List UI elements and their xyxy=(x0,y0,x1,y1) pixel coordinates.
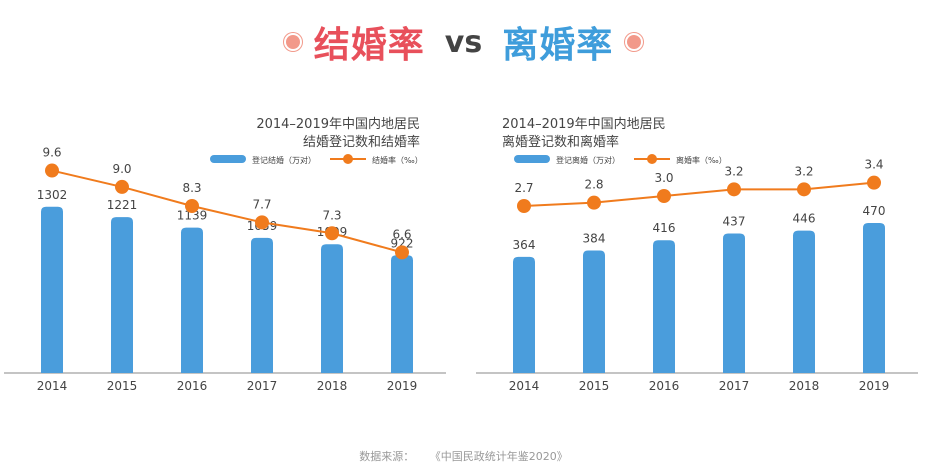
bar-2017 xyxy=(251,237,273,373)
chart-title-line1: 2014–2019年中国内地居民 xyxy=(256,116,420,132)
rate-label-2014: 2.7 xyxy=(514,181,533,195)
rate-label-2015: 2.8 xyxy=(584,178,603,192)
legend-bar-label: 登记离婚（万对） xyxy=(556,155,620,165)
x-tick-2015: 2015 xyxy=(579,379,610,393)
x-tick-2019: 2019 xyxy=(387,379,418,393)
legend-bar-swatch xyxy=(514,155,550,163)
x-tick-2016: 2016 xyxy=(177,379,208,393)
bar-label-2014: 364 xyxy=(513,238,536,252)
chart-title-line2: 离婚登记数和离婚率 xyxy=(502,134,619,150)
x-tick-2017: 2017 xyxy=(247,379,278,393)
rate-label-2015: 9.0 xyxy=(112,162,131,176)
data-source: 数据来源： 《中国民政统计年鉴2020》 xyxy=(0,448,927,464)
legend-line-label: 离婚率（‰） xyxy=(676,155,727,165)
rate-label-2016: 8.3 xyxy=(182,181,201,195)
x-tick-2014: 2014 xyxy=(37,379,68,393)
rate-point-2017 xyxy=(255,215,269,230)
bar-label-2018: 446 xyxy=(793,212,816,226)
rate-point-2016 xyxy=(657,189,671,203)
rate-label-2019: 6.6 xyxy=(392,227,411,241)
bar-label-2014: 1302 xyxy=(37,188,68,202)
x-tick-2016: 2016 xyxy=(649,379,680,393)
rate-label-2014: 9.6 xyxy=(42,146,61,160)
bar-label-2016: 416 xyxy=(653,221,676,235)
rate-label-2016: 3.0 xyxy=(654,171,673,185)
rate-point-2018 xyxy=(797,182,811,197)
rate-point-2014 xyxy=(517,199,531,213)
title-vs: vs xyxy=(444,24,483,60)
bar-2017 xyxy=(723,233,745,373)
rate-point-2018 xyxy=(325,226,339,241)
bar-label-2017: 437 xyxy=(723,215,746,229)
bar-2015 xyxy=(111,217,133,373)
rate-point-2017 xyxy=(727,182,741,197)
rate-line xyxy=(51,169,403,254)
legend-line-marker xyxy=(343,154,353,164)
rate-line xyxy=(523,181,875,207)
x-tick-2017: 2017 xyxy=(719,379,750,393)
right-dot-icon xyxy=(627,35,642,49)
legend-bar-label: 登记结婚（万对） xyxy=(252,155,316,165)
rate-point-2015 xyxy=(587,195,601,210)
source-value: 《中国民政统计年鉴2020》 xyxy=(429,450,568,463)
legend-bar-swatch xyxy=(210,155,246,163)
bar-2018 xyxy=(793,230,815,373)
rate-point-2015 xyxy=(115,179,129,194)
source-label: 数据来源： xyxy=(359,450,415,463)
charts-area: 2014–2019年中国内地居民结婚登记数和结婚率登记结婚（万对） 结婚率（‰） 1… xyxy=(0,96,927,416)
legend-line-marker xyxy=(647,154,657,164)
page-title: 结婚率 vs 离婚率 xyxy=(0,14,927,70)
rate-label-2018: 7.3 xyxy=(322,208,341,222)
x-tick-2015: 2015 xyxy=(107,379,138,393)
bar-label-2016: 1139 xyxy=(177,209,208,223)
legend-line-label: 结婚率（‰） xyxy=(372,155,423,165)
bar-2019 xyxy=(863,223,885,373)
bar-label-2019: 922 xyxy=(391,236,414,250)
title-divorce-rate: 离婚率 xyxy=(502,25,614,66)
bar-2014 xyxy=(513,256,535,373)
bar-2016 xyxy=(653,240,675,373)
bar-2015 xyxy=(583,250,605,373)
left-dot-icon xyxy=(285,35,300,49)
rate-label-2017: 7.7 xyxy=(252,197,271,211)
bar-2014 xyxy=(41,206,63,373)
bar-label-2015: 384 xyxy=(583,231,606,245)
bar-label-2019: 470 xyxy=(863,204,886,218)
x-tick-2019: 2019 xyxy=(859,379,890,393)
rate-point-2019 xyxy=(867,175,881,190)
rate-label-2019: 3.4 xyxy=(864,158,883,172)
bar-2019 xyxy=(391,255,413,373)
chart-title-line2: 结婚登记数和结婚率 xyxy=(303,134,420,150)
rate-label-2018: 3.2 xyxy=(794,164,813,178)
rate-point-2014 xyxy=(45,163,59,178)
rate-point-2019 xyxy=(395,245,409,260)
title-marriage-rate: 结婚率 xyxy=(313,25,425,66)
bar-label-2015: 1221 xyxy=(107,198,138,212)
x-tick-2018: 2018 xyxy=(789,379,820,393)
bar-2016 xyxy=(181,227,203,373)
chart-title-line1: 2014–2019年中国内地居民 xyxy=(502,116,666,132)
bar-2018 xyxy=(321,244,343,373)
rate-point-2016 xyxy=(185,199,199,213)
x-tick-2018: 2018 xyxy=(317,379,348,393)
x-tick-2014: 2014 xyxy=(509,379,540,393)
rate-label-2017: 3.2 xyxy=(724,164,743,178)
